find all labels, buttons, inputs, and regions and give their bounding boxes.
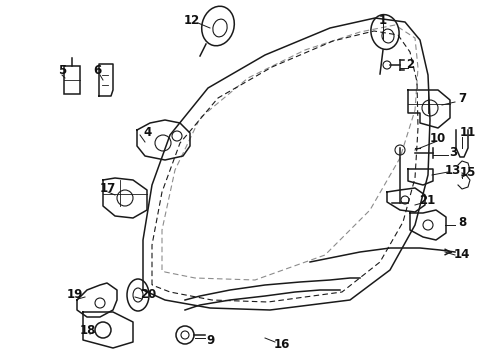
Text: 14: 14	[454, 248, 470, 261]
Text: 5: 5	[58, 63, 66, 77]
Text: 7: 7	[458, 91, 466, 104]
Text: 16: 16	[274, 338, 290, 351]
Text: 17: 17	[100, 181, 116, 194]
Text: 18: 18	[80, 324, 96, 337]
Text: 1: 1	[379, 13, 387, 27]
Text: 13: 13	[445, 163, 461, 176]
Text: 4: 4	[144, 126, 152, 139]
Text: 2: 2	[406, 58, 414, 71]
Text: 19: 19	[67, 288, 83, 302]
Text: 21: 21	[419, 194, 435, 207]
Text: 3: 3	[449, 147, 457, 159]
Text: 8: 8	[458, 216, 466, 229]
Text: 6: 6	[93, 63, 101, 77]
Text: 10: 10	[430, 131, 446, 144]
Bar	[64, 66, 80, 94]
Text: 15: 15	[460, 166, 476, 180]
Text: 9: 9	[206, 333, 214, 346]
Text: 11: 11	[460, 126, 476, 139]
Text: 20: 20	[140, 288, 156, 302]
Text: 12: 12	[184, 13, 200, 27]
